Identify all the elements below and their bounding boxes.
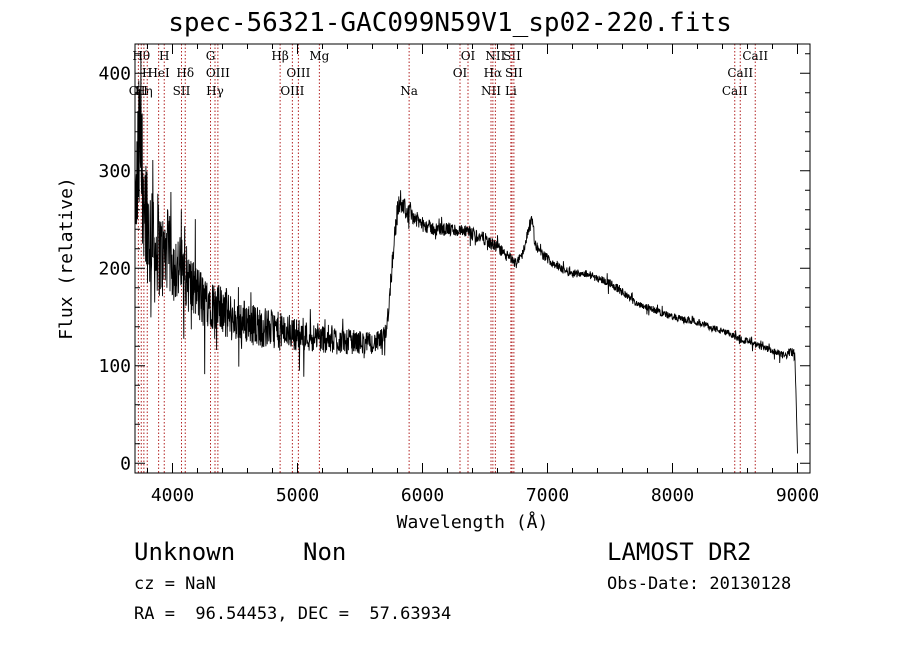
plot-frame: [134, 43, 811, 474]
x-tick-label: 7000: [526, 485, 569, 506]
line-marker-label: H: [142, 66, 152, 80]
line-marker-label: G: [206, 49, 216, 63]
line-marker-label: CaII: [727, 66, 753, 80]
y-tick-label: 0: [120, 453, 131, 474]
y-tick-label: 400: [98, 63, 131, 84]
y-tick-label: 300: [98, 161, 131, 182]
line-marker-label: Hα: [484, 66, 503, 80]
line-marker-label: SII: [505, 66, 523, 80]
object-class: Unknown: [134, 538, 236, 566]
x-tick-label: 9000: [776, 485, 819, 506]
x-tick-label: 5000: [276, 485, 319, 506]
line-marker-label: CaII: [722, 84, 748, 98]
chart-title: spec-56321-GAC099N59V1_sp02-220.fits: [168, 8, 732, 38]
object-subclass: Non: [303, 538, 347, 566]
line-marker-label: SII: [503, 49, 521, 63]
y-axis-label: Flux (relative): [56, 177, 77, 340]
line-marker-label: Hη: [135, 84, 153, 98]
line-marker-label: Hβ: [271, 49, 288, 63]
survey-name: LAMOST DR2: [607, 538, 752, 566]
spectrum-line: [134, 51, 798, 454]
line-marker-label: Hδ: [176, 66, 194, 80]
line-marker-label: OIII: [280, 84, 304, 98]
line-marker-label: OIII: [206, 66, 230, 80]
x-tick-label: 4000: [151, 485, 194, 506]
x-tick-label: 8000: [651, 485, 694, 506]
line-marker-label: Mg: [309, 49, 329, 63]
redshift-value: cz = NaN: [134, 574, 216, 594]
sky-coordinates: RA = 96.54453, DEC = 57.63934: [134, 604, 452, 624]
x-axis-label: Wavelength (Å): [397, 511, 549, 533]
y-tick-label: 100: [98, 356, 131, 377]
line-marker-label: NII: [481, 84, 501, 98]
line-marker-label: CaII: [742, 49, 768, 63]
observation-date: Obs-Date: 20130128: [607, 574, 792, 594]
line-marker-label: OI: [453, 66, 468, 80]
line-marker-label: Li: [505, 84, 517, 98]
line-marker-label: Na: [400, 84, 418, 98]
line-marker-label: OI: [461, 49, 476, 63]
line-marker-label: SII: [173, 84, 191, 98]
line-marker-label: OIII: [286, 66, 310, 80]
line-marker-label: Hγ: [206, 84, 224, 98]
line-marker-label: HeI: [147, 66, 170, 80]
line-marker-label: NII: [485, 49, 505, 63]
y-tick-label: 200: [98, 258, 131, 279]
line-marker-label: H: [159, 49, 169, 63]
x-tick-label: 6000: [401, 485, 444, 506]
